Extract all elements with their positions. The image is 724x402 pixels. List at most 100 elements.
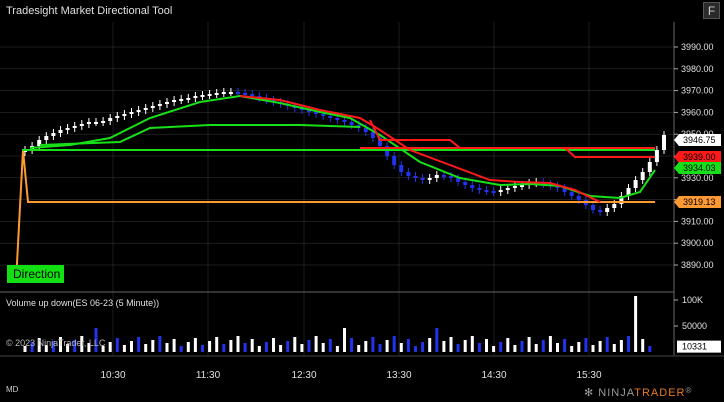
volume-bar <box>80 336 84 352</box>
candle-body <box>413 176 418 178</box>
candle-body <box>307 110 311 112</box>
volume-bar <box>627 336 630 352</box>
current-volume-label: 10331 <box>682 342 707 352</box>
volume-bar <box>151 340 155 352</box>
volume-bar <box>264 342 268 352</box>
volume-bar <box>130 341 133 352</box>
candle-body <box>569 192 574 196</box>
md-label: MD <box>6 385 19 394</box>
volume-bar <box>598 341 602 352</box>
candle-body <box>200 95 205 97</box>
volume-bar <box>101 346 105 352</box>
candle-body <box>591 205 595 210</box>
candle-body <box>79 124 84 126</box>
volume-bar <box>556 343 559 352</box>
candle-body <box>172 100 177 102</box>
volume-bar <box>193 338 197 352</box>
candle-body <box>157 104 162 106</box>
volume-bar <box>51 341 55 352</box>
volume-bar <box>30 342 34 352</box>
candle-body <box>505 188 510 190</box>
candle-body <box>143 108 148 110</box>
volume-bar <box>442 341 446 352</box>
candle-body <box>108 118 113 121</box>
candle-body <box>72 126 77 128</box>
candle-body <box>86 122 91 124</box>
volume-tick-label: 100K <box>682 295 703 305</box>
volume-bar <box>44 345 48 352</box>
volume-bar <box>59 337 62 352</box>
candle-body <box>51 133 56 136</box>
volume-axis[interactable]: 100K 50000 10331 <box>674 295 721 353</box>
candle-body <box>427 178 432 180</box>
volume-bar <box>485 339 488 352</box>
candle-body <box>44 136 49 140</box>
candle-body <box>236 92 240 94</box>
volume-bar <box>414 346 417 352</box>
volume-bar <box>343 328 346 352</box>
volume-bar <box>321 343 325 352</box>
price-tick-label: 3890.00 <box>681 260 714 270</box>
volume-bar <box>250 339 254 352</box>
volume-bar <box>591 345 595 352</box>
volume-bar <box>371 337 375 352</box>
time-tick-label: 13:30 <box>386 370 411 381</box>
price-marker <box>674 196 721 208</box>
price-tick-label: 3900.00 <box>681 238 714 248</box>
volume-bar <box>520 341 524 352</box>
price-tick-label: 3970.00 <box>681 86 714 96</box>
candle-body <box>619 196 624 204</box>
candle-body <box>470 185 475 188</box>
volume-bar <box>463 340 467 352</box>
window-title: Tradesight Market Directional Tool <box>6 5 173 17</box>
candle-body <box>491 191 496 193</box>
volume-bar <box>470 336 474 352</box>
logo-brand: TRADER <box>634 387 686 399</box>
candle-body <box>228 92 233 94</box>
candle-body <box>243 93 248 95</box>
candle-body <box>477 188 482 190</box>
volume-bar <box>428 338 432 352</box>
volume-bar <box>648 346 652 352</box>
ninjatrader-logo-icon: ✻ <box>584 387 595 399</box>
volume-bar <box>506 338 510 352</box>
grid-lines <box>0 22 674 356</box>
candle-body <box>94 122 98 124</box>
volume-bar <box>584 338 588 352</box>
volume-bar <box>364 341 368 352</box>
volume-bar <box>492 346 496 352</box>
volume-bars <box>23 296 652 352</box>
candle-body <box>449 176 453 178</box>
volume-bar <box>23 346 27 352</box>
candle-body <box>512 186 517 188</box>
price-marker-label: 3919.13 <box>683 197 716 207</box>
candle-body <box>399 165 404 172</box>
volume-bar <box>399 343 403 352</box>
logo-prefix: NINJA <box>598 387 635 399</box>
volume-bar <box>243 343 247 352</box>
candle-body <box>214 93 219 95</box>
candle-body <box>441 175 446 177</box>
volume-bar <box>73 340 77 352</box>
volume-bar <box>286 341 290 352</box>
volume-bar <box>641 339 645 352</box>
volume-tick-label: 50000 <box>682 321 707 331</box>
f-button[interactable]: F <box>703 2 720 19</box>
volume-bar <box>257 346 261 352</box>
candle-body <box>328 116 333 118</box>
direction-button[interactable]: Direction <box>7 265 64 283</box>
price-marker-label: 3934.03 <box>683 163 716 173</box>
volume-bar <box>392 336 396 352</box>
volume-bar <box>406 339 410 352</box>
candle-body <box>342 120 347 122</box>
volume-bar <box>165 343 169 352</box>
volume-bar <box>548 336 552 352</box>
price-tick-label: 3990.00 <box>681 42 714 52</box>
volume-bar <box>215 337 219 352</box>
candle-body <box>626 188 631 196</box>
volume-bar <box>293 337 297 352</box>
candle-body <box>221 92 226 94</box>
time-axis[interactable]: 10:30 11:30 12:30 13:30 14:30 15:30 <box>100 370 601 381</box>
volume-bar <box>208 341 212 352</box>
